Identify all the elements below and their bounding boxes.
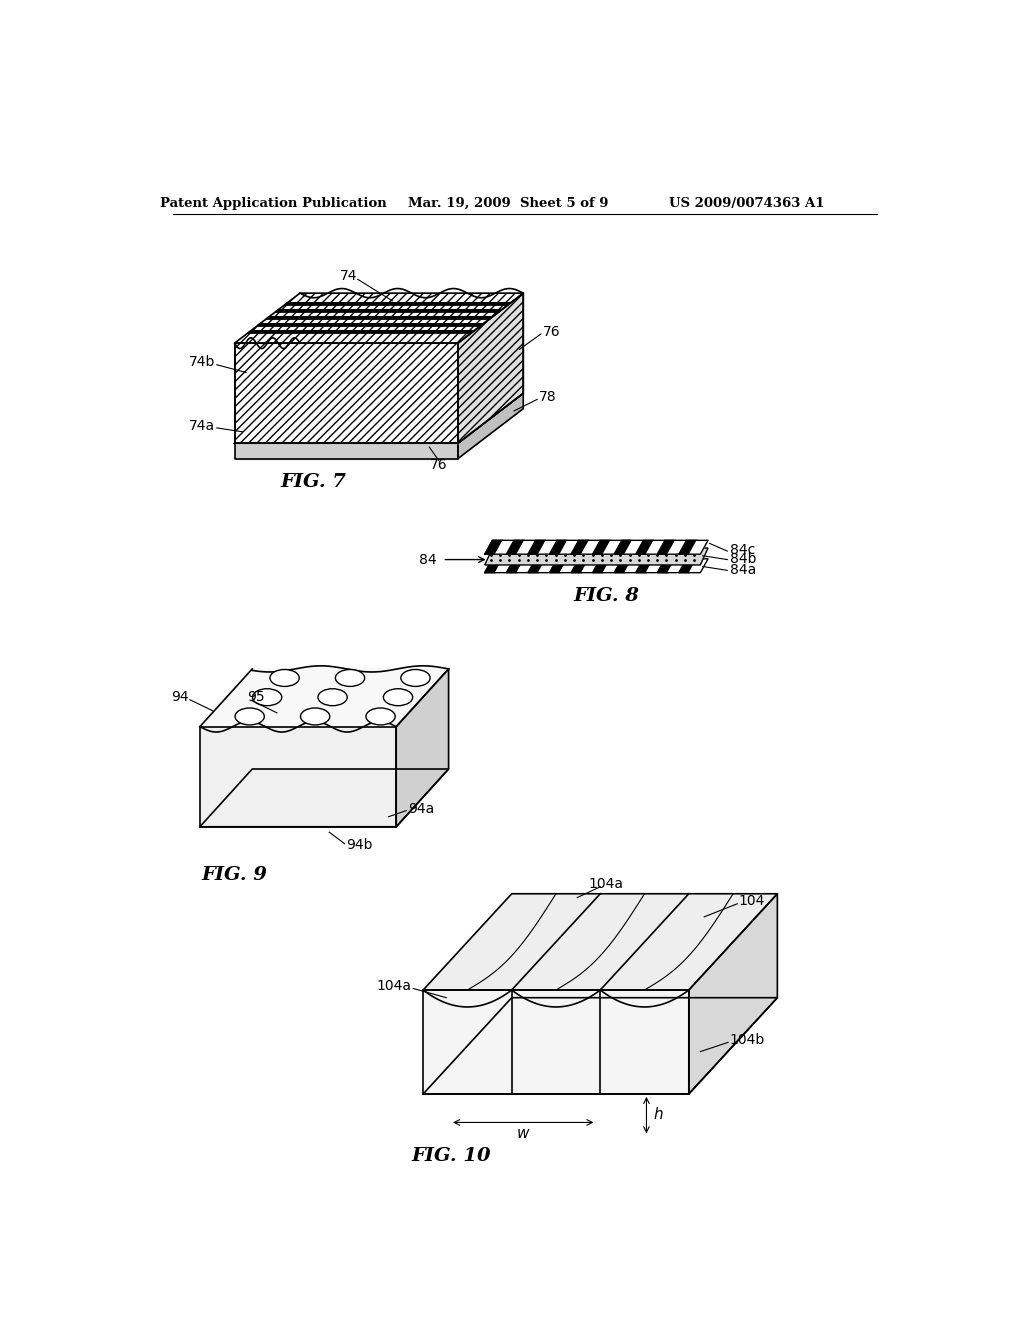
Text: 94: 94 — [171, 690, 188, 705]
Ellipse shape — [300, 708, 330, 725]
Text: FIG. 8: FIG. 8 — [573, 587, 639, 605]
Polygon shape — [636, 540, 654, 554]
Text: h: h — [653, 1107, 663, 1122]
Polygon shape — [679, 558, 697, 573]
Polygon shape — [484, 540, 503, 554]
Polygon shape — [248, 331, 474, 333]
Text: 74b: 74b — [188, 355, 215, 370]
Polygon shape — [614, 540, 633, 554]
Text: 78: 78 — [539, 391, 556, 404]
Polygon shape — [506, 540, 524, 554]
Text: Mar. 19, 2009  Sheet 5 of 9: Mar. 19, 2009 Sheet 5 of 9 — [408, 197, 608, 210]
Polygon shape — [496, 540, 514, 554]
Polygon shape — [539, 540, 557, 554]
Polygon shape — [603, 558, 622, 573]
Polygon shape — [234, 343, 458, 444]
Text: 104a: 104a — [589, 876, 624, 891]
Polygon shape — [657, 540, 676, 554]
Text: 95: 95 — [248, 690, 265, 705]
Text: FIG. 7: FIG. 7 — [281, 473, 347, 491]
Ellipse shape — [253, 689, 282, 706]
Ellipse shape — [366, 708, 395, 725]
Text: 104b: 104b — [730, 1034, 765, 1047]
Polygon shape — [285, 302, 511, 305]
Text: w: w — [517, 1126, 529, 1140]
Polygon shape — [234, 444, 458, 459]
Polygon shape — [458, 293, 523, 444]
Polygon shape — [560, 558, 579, 573]
Polygon shape — [528, 540, 547, 554]
Polygon shape — [582, 558, 600, 573]
Polygon shape — [266, 317, 493, 319]
Polygon shape — [257, 323, 483, 326]
Text: 104a: 104a — [377, 979, 412, 993]
Text: 74: 74 — [340, 269, 357, 284]
Text: 84b: 84b — [730, 552, 756, 566]
Polygon shape — [571, 558, 590, 573]
Polygon shape — [539, 558, 557, 573]
Ellipse shape — [383, 689, 413, 706]
Polygon shape — [689, 540, 708, 554]
Polygon shape — [484, 548, 708, 565]
Polygon shape — [625, 540, 643, 554]
Text: FIG. 9: FIG. 9 — [202, 866, 267, 883]
Text: 84c: 84c — [730, 543, 755, 557]
Polygon shape — [603, 540, 622, 554]
Text: 84: 84 — [420, 553, 437, 566]
Ellipse shape — [336, 669, 365, 686]
Polygon shape — [550, 558, 568, 573]
Polygon shape — [679, 540, 697, 554]
Polygon shape — [234, 343, 458, 444]
Polygon shape — [593, 540, 611, 554]
Polygon shape — [689, 894, 777, 1094]
Polygon shape — [646, 540, 665, 554]
Polygon shape — [646, 558, 665, 573]
Ellipse shape — [318, 689, 347, 706]
Polygon shape — [614, 558, 633, 573]
Polygon shape — [657, 558, 676, 573]
Polygon shape — [200, 770, 449, 826]
Text: 76: 76 — [430, 458, 447, 471]
Polygon shape — [668, 540, 686, 554]
Text: 76: 76 — [543, 325, 560, 339]
Polygon shape — [234, 293, 523, 343]
Polygon shape — [506, 558, 524, 573]
Polygon shape — [200, 669, 449, 726]
Text: 74a: 74a — [189, 420, 215, 433]
Polygon shape — [593, 558, 611, 573]
Polygon shape — [200, 726, 396, 826]
Polygon shape — [550, 540, 568, 554]
Polygon shape — [423, 894, 777, 990]
Polygon shape — [275, 310, 502, 312]
Text: 84a: 84a — [730, 562, 756, 577]
Polygon shape — [582, 540, 600, 554]
Polygon shape — [625, 558, 643, 573]
Polygon shape — [423, 998, 777, 1094]
Text: 94a: 94a — [408, 803, 434, 816]
Ellipse shape — [236, 708, 264, 725]
Ellipse shape — [400, 669, 430, 686]
Text: FIG. 10: FIG. 10 — [412, 1147, 492, 1164]
Text: 94b: 94b — [346, 838, 373, 853]
Polygon shape — [528, 558, 547, 573]
Ellipse shape — [270, 669, 299, 686]
Polygon shape — [560, 540, 579, 554]
Polygon shape — [396, 669, 449, 826]
Polygon shape — [668, 558, 686, 573]
Polygon shape — [496, 558, 514, 573]
Polygon shape — [517, 540, 536, 554]
Text: US 2009/0074363 A1: US 2009/0074363 A1 — [669, 197, 824, 210]
Polygon shape — [689, 558, 708, 573]
Text: Patent Application Publication: Patent Application Publication — [160, 197, 386, 210]
Polygon shape — [423, 990, 689, 1094]
Polygon shape — [517, 558, 536, 573]
Polygon shape — [234, 393, 523, 444]
Polygon shape — [571, 540, 590, 554]
Text: 104: 104 — [739, 895, 765, 908]
Polygon shape — [636, 558, 654, 573]
Polygon shape — [458, 393, 523, 459]
Polygon shape — [484, 558, 503, 573]
